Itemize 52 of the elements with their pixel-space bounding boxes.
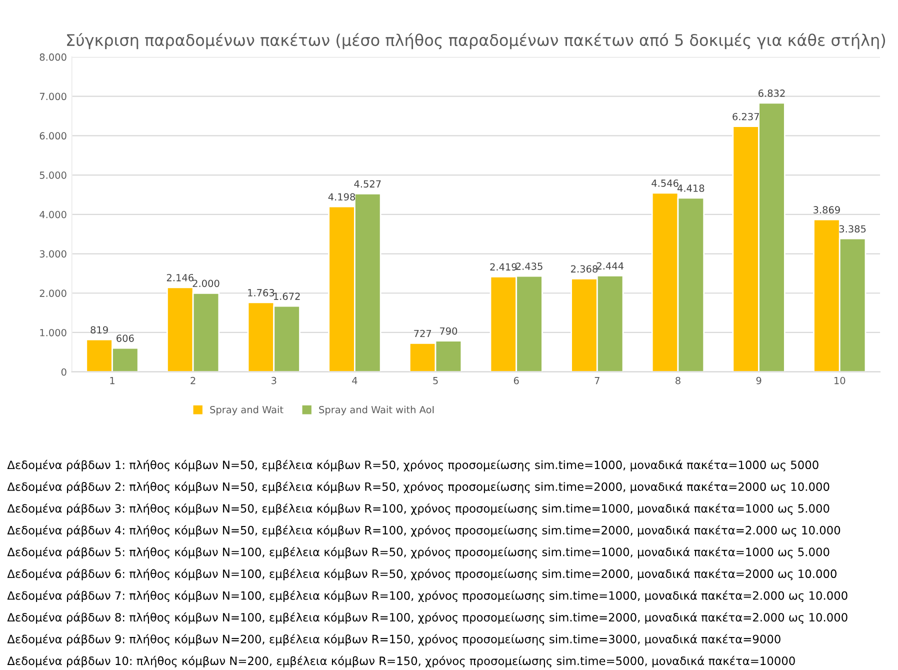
legend-label: Spray and Wait	[210, 406, 284, 416]
y-tick-label: 0	[61, 368, 66, 376]
y-tick-label: 3.000	[40, 250, 66, 258]
y-tick-label: 8.000	[40, 53, 66, 61]
data-label: 2.419	[490, 263, 517, 271]
text: Δεδομένα ράβδων 9: πλήθος κόμβων N=200, εμβέλεια κόμβων R=150, χρόνος προσομείωσης sim.time=3000, μοναδικά πακέτα=9000	[7, 634, 780, 646]
y-tick-label: 2.000	[40, 290, 66, 297]
x-tick-label: 8	[676, 376, 680, 384]
x-tick-label: 1	[110, 377, 114, 384]
x-tick-label: 3	[272, 376, 276, 384]
text: Δεδομένα ράβδων 3: πλήθος κόμβων N=50, εμβέλεια κόμβων R=100, χρόνος προσομείωσης sim.time=1000, μοναδικά πακέτα=1000 ως 5.000	[7, 503, 830, 515]
x-tick-label: 6	[514, 376, 519, 384]
y-tick-label: 6.000	[40, 132, 66, 140]
chart-title: Σύγκριση παραδομένων πακέτων (μέσο πλήθος παραδομένων πακέτων από 5 δοκιμές για κάθε στήλη)	[67, 33, 886, 50]
data-label: 4.527	[354, 180, 381, 188]
data-label: 3.385	[839, 225, 866, 233]
data-label: 606	[116, 334, 134, 342]
y-tick-label: 1.000	[40, 328, 66, 336]
legend-label: Spray and Wait with AoI	[319, 406, 434, 416]
y-tick-label: 4.000	[40, 210, 66, 218]
text: Δεδομένα ράβδων 6: πλήθος κόμβων N=100, εμβέλεια κόμβων R=50, χρόνος προσομείωσης sim.time=2000, μοναδικά πακέτα=2000 ως 10.000	[7, 568, 836, 580]
text: Δεδομένα ράβδων 5: πλήθος κόμβων N=100, εμβέλεια κόμβων R=50, χρόνος προσομείωσης sim.time=1000, μοναδικά πακέτα=1000 ως 5.000	[7, 547, 830, 558]
text: Δεδομένα ράβδων 10: πλήθος κόμβων N=200, εμβέλεια κόμβων R=150, χρόνος προσομείωσης sim.time=5000, μοναδικά πακέτα=10000	[7, 656, 795, 668]
text: Δεδομένα ράβδων 8: πλήθος κόμβων N=100, εμβέλεια κόμβων R=100, χρόνος προσομείωσης sim.time=2000, μοναδικά πακέτα=2.000 ως 10.000	[7, 612, 848, 624]
data-label: 2.368	[571, 265, 598, 273]
data-label: 2.435	[516, 262, 542, 270]
data-label: 1.763	[248, 289, 274, 296]
data-label: 6.832	[758, 90, 785, 97]
text: Δεδομένα ράβδων 1: πλήθος κόμβων N=50, εμβέλεια κόμβων R=50, χρόνος προσομείωσης sim.time=1000, μοναδικά πακέτα=1000 ως 5000	[7, 460, 818, 472]
data-label: 6.237	[732, 112, 759, 120]
data-label: 790	[440, 327, 458, 335]
y-tick-label: 5.000	[40, 172, 66, 179]
data-label: 2.000	[192, 280, 220, 288]
data-label: 819	[90, 326, 108, 334]
data-label: 1.672	[274, 292, 300, 300]
data-label: 2.444	[596, 262, 624, 270]
text: Δεδομένα ράβδων 4: πλήθος κόμβων N=50, εμβέλεια κόμβων R=100, χρόνος προσομείωσης sim.time=2000, μοναδικά πακέτα=2.000 ως 10.000	[7, 525, 840, 537]
x-tick-label: 9	[756, 376, 762, 384]
text: Δεδομένα ράβδων 2: πλήθος κόμβων N=50, εμβέλεια κόμβων R=50, χρόνος προσομείωσης sim.time=2000, μοναδικά πακέτα=2000 ως 10.000	[7, 482, 830, 494]
data-label: 2.146	[166, 274, 194, 282]
x-tick-label: 4	[352, 377, 358, 384]
data-label: 4.198	[328, 193, 356, 201]
x-tick-label: 5	[433, 377, 438, 384]
data-label: 4.546	[652, 180, 678, 187]
y-tick-label: 7.000	[40, 92, 66, 100]
data-label: 3.869	[814, 206, 840, 214]
x-tick-label: 10	[834, 376, 846, 384]
text: Δεδομένα ράβδων 7: πλήθος κόμβων N=100, εμβέλεια κόμβων R=100, χρόνος προσομείωσης sim.time=1000, μοναδικά πακέτα=2.000 ως 10.000	[7, 590, 848, 602]
data-label: 4.418	[677, 184, 704, 192]
data-label: 727	[414, 330, 432, 338]
x-tick-label: 2	[190, 376, 196, 384]
x-tick-label: 7	[594, 377, 600, 384]
